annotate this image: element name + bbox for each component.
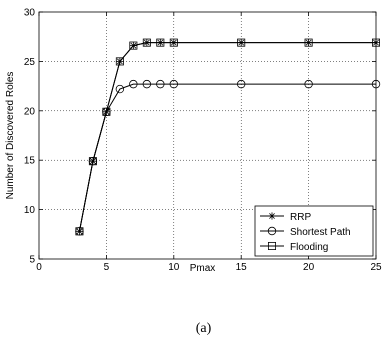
x-tick-label: 10 xyxy=(168,262,180,273)
x-tick-label: 5 xyxy=(104,262,110,273)
y-tick-label: 20 xyxy=(24,106,36,117)
legend-marker-shape xyxy=(268,212,275,219)
legend-label: Shortest Path xyxy=(290,227,351,238)
legend: RRP Shortest Path Flooding xyxy=(255,206,373,256)
legend-marker xyxy=(268,212,275,219)
y-tick-label: 15 xyxy=(24,156,36,167)
y-tick-label: 25 xyxy=(24,57,36,68)
y-tick-label: 5 xyxy=(29,255,35,266)
y-tick-label: 30 xyxy=(24,8,36,19)
x-axis-label: Pmax xyxy=(190,263,216,274)
x-tick-label: 15 xyxy=(236,262,248,273)
y-tick-label: 10 xyxy=(24,205,36,216)
figure-caption: (a) xyxy=(196,321,212,336)
x-tick-label: 0 xyxy=(36,262,42,273)
legend-label: RRP xyxy=(290,212,311,223)
x-tick-label: 25 xyxy=(370,262,382,273)
legend-label: Flooding xyxy=(290,242,328,253)
x-tick-label: 20 xyxy=(303,262,315,273)
y-axis-label: Number of Discovered Roles xyxy=(5,72,16,200)
